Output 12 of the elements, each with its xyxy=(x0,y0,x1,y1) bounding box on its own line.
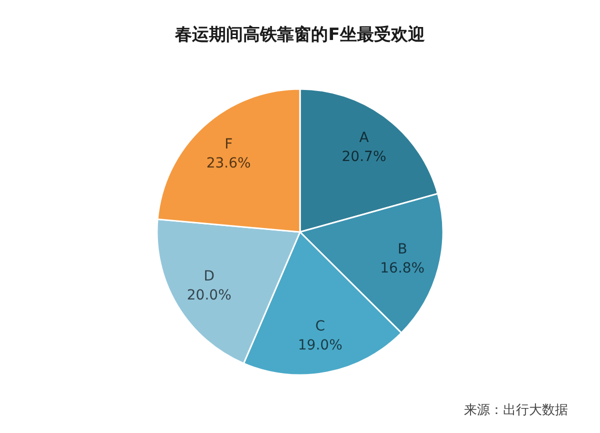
source-note: 来源：出行大数据 xyxy=(464,403,568,418)
slice-label: A xyxy=(359,130,370,146)
data-label: 19.0% xyxy=(298,337,342,354)
slice-label: F xyxy=(224,136,233,152)
slice-label: C xyxy=(315,318,326,334)
data-label: 23.6% xyxy=(206,155,251,172)
chart-title: 春运期间高铁靠窗的F坐最受欢迎 xyxy=(174,25,425,45)
data-label: 16.8% xyxy=(380,260,425,276)
data-label: 20.0% xyxy=(186,288,232,304)
slice-label: B xyxy=(398,241,408,258)
slice-label: D xyxy=(204,268,215,285)
data-label: 20.7% xyxy=(342,149,386,166)
